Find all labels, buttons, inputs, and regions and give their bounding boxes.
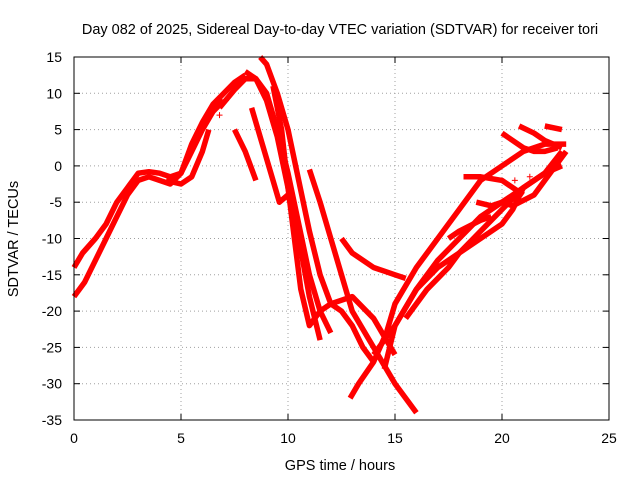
x-tick-label: 15 [387,430,403,446]
series-arc-15 [446,214,493,241]
series-arc-9 [248,107,298,218]
chart-title: Day 082 of 2025, Sidereal Day-to-day VTE… [82,22,598,38]
series-arc-16 [463,174,525,198]
x-axis-label: GPS time / hours [285,458,395,474]
axis-ticks [73,56,610,421]
y-tick-label: 5 [54,122,62,138]
plus-marker [511,177,518,184]
y-tick-label: -30 [42,376,62,392]
tick-labels: 0 5 10 15 20 25 15 10 5 0 -5 -10 -15 -20 -25 -30 -35 [42,49,617,446]
data-series [71,55,569,415]
plus-marker [526,173,533,180]
x-tick-label: 0 [70,430,78,446]
plus-marker [222,97,229,104]
y-tick-label: 10 [46,85,62,101]
x-tick-label: 20 [494,430,510,446]
x-tick-label: 25 [601,430,617,446]
series-arc-1 [71,72,247,299]
series-arc-6 [270,85,398,357]
series-arc-20 [544,123,563,133]
series-arc-8 [232,128,259,182]
x-tick-label: 10 [280,430,296,446]
y-tick-label: 15 [46,49,62,65]
series-arc-2 [71,98,226,269]
series-arc-17 [475,149,569,209]
series-arc-7 [306,168,419,415]
y-tick-label: -5 [50,194,63,210]
y-tick-label: -25 [42,339,62,355]
y-tick-label: 0 [54,158,62,174]
y-axis-label: SDTVAR / TECUs [6,181,22,297]
series-arc-18 [500,130,559,155]
y-tick-label: -15 [42,267,62,283]
plus-marker [216,112,223,119]
series-arc-13 [403,163,563,321]
series-arc-19 [517,123,563,151]
scattered-markers [216,97,533,184]
series-arc-14 [339,236,407,282]
series-arc-10 [347,141,567,400]
y-tick-label: -10 [42,231,62,247]
y-tick-label: -20 [42,303,62,319]
x-tick-label: 5 [177,430,185,446]
series-arc-21 [165,128,212,187]
y-tick-label: -35 [42,412,62,428]
grid-lines [74,57,609,420]
